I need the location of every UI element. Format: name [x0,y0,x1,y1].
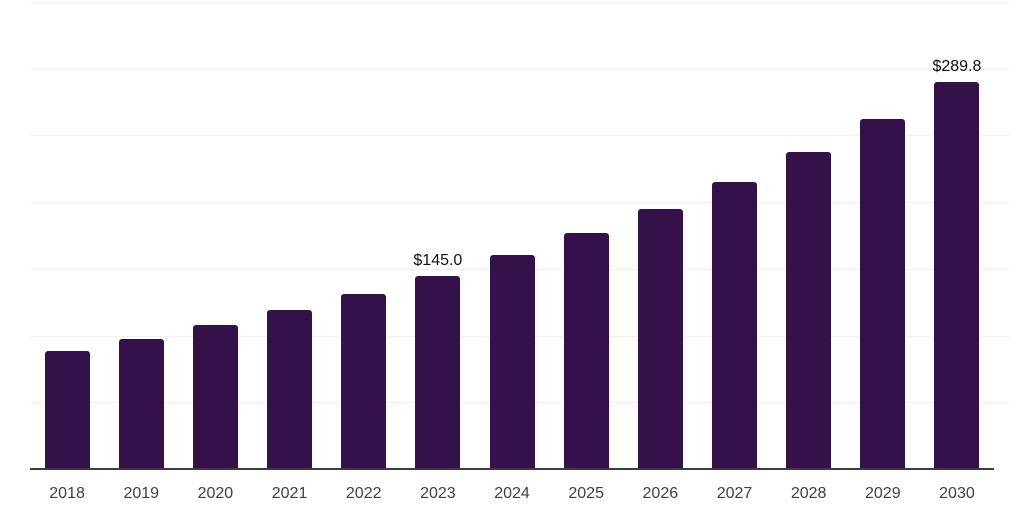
bar-2018 [44,351,90,469]
bar-2023 [415,275,461,469]
bar-2030 [934,82,980,469]
gridline-300 [30,68,1010,70]
x-tick-label-2027: 2027 [716,485,753,502]
x-tick-label-2021: 2021 [271,485,308,502]
x-tick-label-2030: 2030 [939,485,975,502]
bar-2027 [711,181,757,469]
bar-slot-2026 [623,2,697,469]
x-tick-label-2023: 2023 [420,485,456,502]
bar-2025 [563,233,609,469]
gridline-350 [30,2,1010,3]
x-tick-label-2020: 2020 [197,485,234,502]
bar-slot-2027 [697,2,771,469]
x-tick-label-2019: 2019 [123,485,160,502]
gridline-200 [30,202,1010,204]
bar-slot-2029 [846,2,920,469]
bar-slot-2023: $145.0 [401,2,475,469]
bar-slot-2025 [549,2,623,469]
bar-2029 [860,118,906,469]
x-tick-label-2018: 2018 [49,485,85,502]
bar-2028 [786,151,832,469]
bar-slot-2024 [475,2,549,469]
bar-2022 [341,293,387,469]
bar-slot-2022 [327,2,401,469]
bar-2020 [192,325,238,469]
bar-value-label-2023: $145.0 [413,251,463,269]
bar-slot-2021 [252,2,326,469]
bar-2019 [118,338,164,469]
bar-slot-2030: $289.8 [920,2,994,469]
bar-slot-2018 [30,2,104,469]
bar-2024 [489,255,535,469]
x-tick-label-2022: 2022 [345,485,382,502]
x-axis-tick-labels: 2018 2019 2020 2021 2022 2023 2024 2025 2026 2027… [30,484,994,503]
bar-slot-2020 [178,2,252,469]
plot-area: $145.0 $289.8 [30,2,994,469]
x-tick-label-2024: 2024 [494,485,530,502]
bar-value-label-2030: $289.8 [932,58,982,76]
x-tick-label-2028: 2028 [790,485,827,502]
bar-2026 [637,208,683,469]
x-tick-label-2029: 2029 [865,485,901,502]
bar-slot-2028 [772,2,846,469]
x-tick-label-2025: 2025 [568,485,604,502]
gridline-250 [30,135,1010,137]
x-tick-label-2026: 2026 [642,485,679,502]
bar-slot-2019 [104,2,178,469]
x-axis-line [30,468,994,470]
bar-2021 [267,310,313,469]
